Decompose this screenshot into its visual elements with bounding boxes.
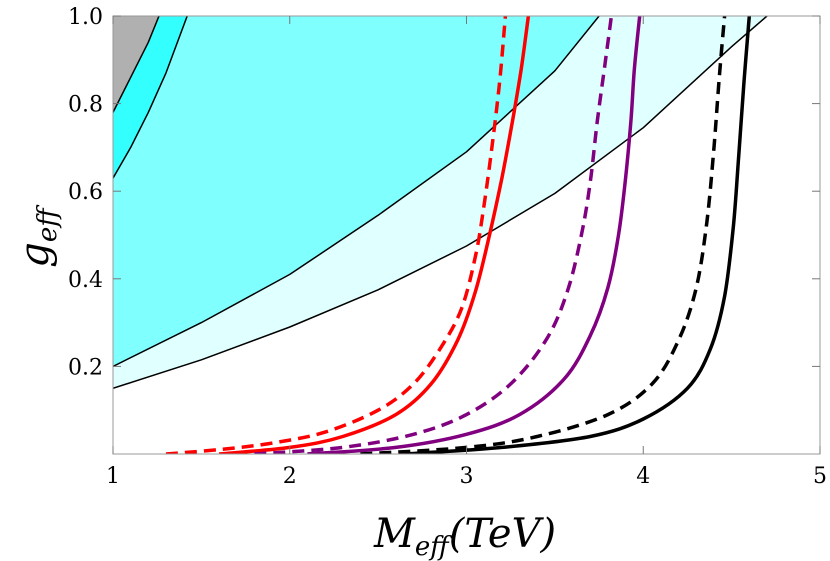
y-axis-title-main: g [12,242,58,268]
y-axis-title-sub: eff [33,204,63,242]
x-tick-label: 1 [106,464,120,489]
y-tick-label: 0.2 [68,355,103,380]
shaded-regions [113,16,767,389]
y-tick-label: 0.8 [68,93,103,118]
x-axis-title-sub: eff [415,532,453,561]
x-axis-title: Meff(TeV) [373,511,556,561]
y-tick-label: 1.0 [68,5,103,30]
black-solid-curve [404,16,752,454]
region-cyan [113,16,600,367]
region-light-cyan [113,16,767,389]
purple-solid-curve [307,16,642,454]
x-tick-label: 3 [460,464,474,489]
red-dashed-curve [165,16,508,454]
purple-dashed-curve [254,16,614,454]
y-tick-label: 0.4 [68,268,103,293]
boundary-4-line [113,16,160,113]
y-tick-label: 0.6 [68,180,103,205]
boundary-3-line [113,16,188,179]
boundary-1-line [113,16,768,390]
x-axis-title-tail: (TeV) [449,511,556,557]
region-boundaries [113,16,768,390]
tick-marks [112,15,821,454]
boundary-2-line [113,16,600,368]
x-tick-label: 4 [636,464,650,489]
x-tick-label: 5 [813,464,827,489]
x-tick-label: 2 [283,464,297,489]
black-dashed-curve [360,16,727,454]
x-tick-labels: 1 2 3 4 5 [106,464,827,489]
red-solid-curve [218,16,531,454]
y-axis-title: geff [12,204,63,268]
x-axis-title-main: M [373,511,416,557]
region-bright-cyan [113,16,188,179]
curves [165,16,752,454]
y-tick-labels: 0.2 0.4 0.6 0.8 1.0 [68,5,103,380]
